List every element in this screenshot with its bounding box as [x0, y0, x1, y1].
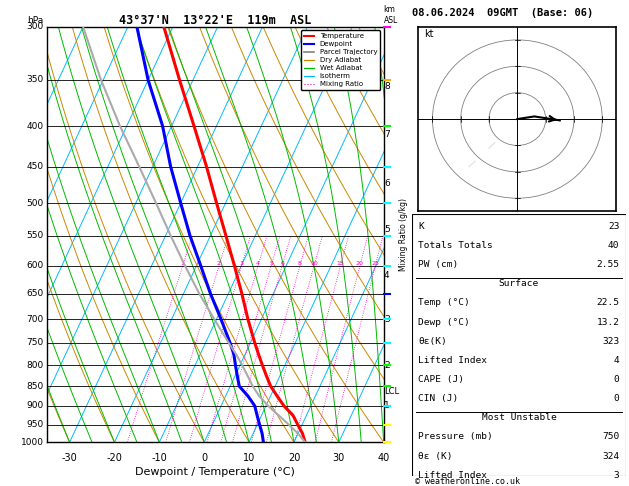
Text: Dewp (°C): Dewp (°C) — [418, 317, 470, 327]
Text: © weatheronline.co.uk: © weatheronline.co.uk — [415, 477, 520, 486]
Text: Pressure (mb): Pressure (mb) — [418, 433, 493, 441]
Text: 500: 500 — [26, 199, 44, 208]
Text: 950: 950 — [26, 420, 44, 429]
Text: 22.5: 22.5 — [596, 298, 620, 307]
Text: 8: 8 — [298, 261, 302, 266]
Text: 700: 700 — [26, 314, 44, 324]
Text: 15: 15 — [337, 261, 344, 266]
Text: km
ASL: km ASL — [384, 5, 398, 25]
Text: -10: -10 — [152, 452, 167, 463]
Text: Surface: Surface — [499, 279, 539, 288]
Text: 350: 350 — [26, 75, 44, 85]
Text: Temp (°C): Temp (°C) — [418, 298, 470, 307]
Text: 1: 1 — [181, 261, 184, 266]
Text: 0: 0 — [201, 452, 208, 463]
Text: 4: 4 — [256, 261, 260, 266]
Text: 40: 40 — [608, 241, 620, 250]
Text: 4: 4 — [614, 356, 620, 365]
Title: 43°37'N  13°22'E  119m  ASL: 43°37'N 13°22'E 119m ASL — [120, 14, 311, 27]
Text: CAPE (J): CAPE (J) — [418, 375, 464, 384]
Text: Most Unstable: Most Unstable — [482, 413, 556, 422]
Text: θε (K): θε (K) — [418, 451, 453, 461]
Text: 1: 1 — [384, 401, 390, 410]
Text: 23: 23 — [608, 222, 620, 231]
Text: 40: 40 — [377, 452, 390, 463]
Text: 900: 900 — [26, 401, 44, 410]
Text: 750: 750 — [26, 338, 44, 347]
Text: 3: 3 — [240, 261, 243, 266]
Text: 0: 0 — [614, 375, 620, 384]
Text: PW (cm): PW (cm) — [418, 260, 459, 269]
Text: 6: 6 — [280, 261, 284, 266]
Text: 10: 10 — [243, 452, 255, 463]
Text: 750: 750 — [602, 433, 620, 441]
Text: -20: -20 — [106, 452, 123, 463]
Text: 300: 300 — [26, 22, 44, 31]
Text: Totals Totals: Totals Totals — [418, 241, 493, 250]
Text: -30: -30 — [62, 452, 77, 463]
Text: 800: 800 — [26, 361, 44, 370]
Text: 1000: 1000 — [21, 438, 44, 447]
Text: 5: 5 — [269, 261, 273, 266]
Text: 13.2: 13.2 — [596, 317, 620, 327]
Text: Mixing Ratio (g/kg): Mixing Ratio (g/kg) — [399, 198, 408, 271]
Text: 3: 3 — [384, 314, 390, 324]
Text: 324: 324 — [602, 451, 620, 461]
Text: 10: 10 — [310, 261, 318, 266]
Text: 2.55: 2.55 — [596, 260, 620, 269]
Text: 5: 5 — [384, 225, 390, 234]
Text: 30: 30 — [333, 452, 345, 463]
Text: 323: 323 — [602, 337, 620, 346]
Legend: Temperature, Dewpoint, Parcel Trajectory, Dry Adiabat, Wet Adiabat, Isotherm, Mi: Temperature, Dewpoint, Parcel Trajectory… — [301, 30, 380, 90]
Text: 6: 6 — [384, 179, 390, 188]
Text: θε(K): θε(K) — [418, 337, 447, 346]
Text: 400: 400 — [26, 122, 44, 131]
Text: LCL: LCL — [384, 386, 399, 396]
Text: 8: 8 — [384, 82, 390, 91]
Text: 20: 20 — [287, 452, 300, 463]
Text: K: K — [418, 222, 424, 231]
Text: 2: 2 — [217, 261, 221, 266]
Text: 7: 7 — [384, 130, 390, 139]
Text: kt: kt — [424, 29, 433, 39]
Text: 850: 850 — [26, 382, 44, 391]
Text: 20: 20 — [356, 261, 364, 266]
Text: 08.06.2024  09GMT  (Base: 06): 08.06.2024 09GMT (Base: 06) — [412, 8, 593, 17]
Text: 0: 0 — [614, 394, 620, 403]
Text: 3: 3 — [614, 471, 620, 480]
Text: 600: 600 — [26, 261, 44, 270]
Text: 4: 4 — [384, 271, 389, 279]
Text: hPa: hPa — [28, 16, 44, 25]
Text: 550: 550 — [26, 231, 44, 241]
Text: 25: 25 — [371, 261, 379, 266]
Text: Dewpoint / Temperature (°C): Dewpoint / Temperature (°C) — [135, 467, 296, 477]
Text: CIN (J): CIN (J) — [418, 394, 459, 403]
Text: 450: 450 — [26, 162, 44, 171]
Text: 650: 650 — [26, 289, 44, 298]
Text: 2: 2 — [384, 361, 389, 370]
Text: Lifted Index: Lifted Index — [418, 356, 487, 365]
Text: Lifted Index: Lifted Index — [418, 471, 487, 480]
